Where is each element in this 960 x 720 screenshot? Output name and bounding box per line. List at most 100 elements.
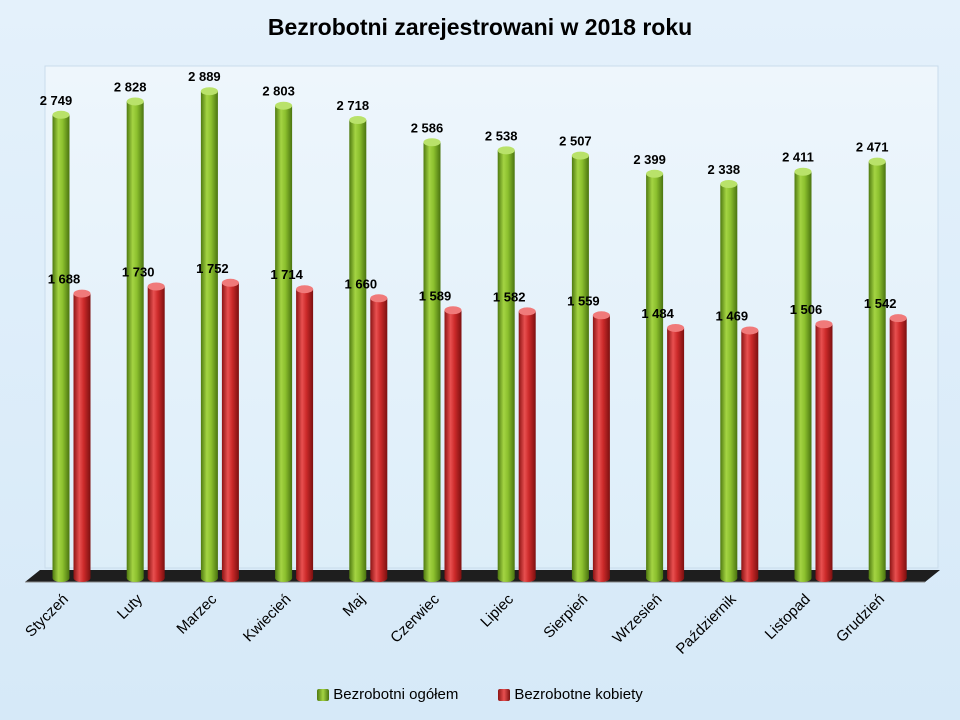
bar-bottom-cap	[126, 574, 144, 582]
bar-top-cap	[275, 101, 293, 110]
data-label-total-11: 2 471	[856, 140, 889, 155]
data-label-total-4: 2 718	[337, 98, 370, 113]
data-label-women-0: 1 688	[48, 272, 81, 287]
bar-body	[794, 171, 812, 578]
bar-bottom-cap	[444, 574, 462, 582]
bar-women-1	[147, 282, 165, 582]
legend-label-series-1: Bezrobotni ogółem	[333, 686, 459, 703]
data-label-women-8: 1 484	[641, 306, 674, 321]
x-tick-label-4: Maj	[340, 591, 369, 620]
bar-total-8	[646, 169, 664, 582]
bar-total-11	[868, 157, 886, 582]
data-label-total-0: 2 749	[40, 93, 73, 108]
bar-bottom-cap	[667, 574, 685, 582]
bar-total-2	[200, 87, 218, 582]
legend-item-series-1: Bezrobotni ogółem	[317, 686, 458, 703]
bar-body	[444, 310, 462, 578]
bar-bottom-cap	[349, 574, 367, 582]
x-tick-label-1: Luty	[114, 590, 146, 622]
bar-top-cap	[667, 323, 685, 332]
bar-top-cap	[73, 289, 91, 298]
bar-bottom-cap	[52, 574, 70, 582]
data-label-total-6: 2 538	[485, 128, 518, 143]
bar-total-0	[52, 110, 70, 582]
bar-bottom-cap	[370, 574, 388, 582]
data-label-women-7: 1 559	[567, 293, 600, 308]
bar-top-cap	[646, 169, 664, 178]
bar-top-cap	[370, 294, 388, 303]
bar-bottom-cap	[889, 574, 907, 582]
legend-swatch-series-1	[317, 688, 330, 701]
bar-body	[296, 289, 314, 578]
bar-top-cap	[444, 306, 462, 315]
x-tick-label-8: Wrzesień	[609, 591, 665, 647]
x-tick-label-6: Lipiec	[477, 590, 517, 630]
bar-body	[147, 286, 165, 578]
x-tick-label-3: Kwiecień	[240, 591, 294, 645]
bar-total-10	[794, 167, 812, 582]
bar-body	[221, 282, 239, 578]
bar-total-7	[571, 151, 589, 582]
bar-bottom-cap	[73, 574, 91, 582]
bar-top-cap	[592, 311, 610, 320]
data-label-total-3: 2 803	[262, 84, 295, 99]
bar-bottom-cap	[571, 574, 589, 582]
bar-total-1	[126, 97, 144, 582]
bar-body	[815, 324, 833, 578]
back-wall	[44, 65, 939, 569]
data-label-women-9: 1 469	[716, 308, 749, 323]
data-label-total-1: 2 828	[114, 79, 147, 94]
data-label-total-5: 2 586	[411, 120, 444, 135]
data-label-women-10: 1 506	[790, 302, 823, 317]
bar-total-3	[275, 101, 293, 582]
bar-top-cap	[126, 97, 144, 106]
data-label-total-2: 2 889	[188, 69, 221, 84]
bar-bottom-cap	[147, 574, 165, 582]
bar-top-cap	[720, 180, 738, 189]
data-label-women-11: 1 542	[864, 296, 897, 311]
bar-top-cap	[815, 320, 833, 329]
data-label-total-9: 2 338	[708, 162, 741, 177]
bar-top-cap	[868, 157, 886, 166]
bar-body	[497, 150, 515, 579]
bar-body	[646, 173, 664, 578]
legend-swatch-series-2	[498, 688, 511, 701]
bar-bottom-cap	[296, 574, 314, 582]
bar-top-cap	[147, 282, 165, 291]
chart-title: Bezrobotni zarejestrowani w 2018 roku	[267, 14, 693, 40]
bar-bottom-cap	[423, 574, 441, 582]
bar-women-9	[741, 326, 759, 582]
bar-top-cap	[571, 151, 589, 160]
bar-bottom-cap	[720, 574, 738, 582]
bar-women-2	[221, 278, 239, 582]
bar-top-cap	[889, 314, 907, 323]
data-label-total-10: 2 411	[782, 150, 814, 165]
bar-women-8	[667, 323, 685, 582]
bar-total-4	[349, 116, 367, 582]
bar-women-5	[444, 306, 462, 582]
bar-bottom-cap	[221, 574, 239, 582]
bar-bottom-cap	[741, 574, 759, 582]
bar-women-6	[518, 307, 536, 582]
legend-label-series-2: Bezrobotne kobiety	[514, 686, 643, 703]
bar-body	[667, 327, 685, 578]
bar-bottom-cap	[815, 574, 833, 582]
bar-body	[868, 161, 886, 578]
data-label-women-6: 1 582	[493, 289, 526, 304]
bar-top-cap	[52, 110, 70, 119]
data-label-women-3: 1 714	[270, 267, 303, 282]
value-labels-group: 2 749 1 688 2 828 1 730 2 889 1 752 2 803 1 714…	[40, 69, 897, 323]
bar-bottom-cap	[592, 574, 610, 582]
data-label-total-7: 2 507	[559, 134, 592, 149]
bar-women-11	[889, 314, 907, 582]
legend: Bezrobotni ogółem Bezrobotne kobiety	[0, 686, 960, 703]
bar-top-cap	[518, 307, 536, 316]
bar-bottom-cap	[868, 574, 886, 582]
x-tick-label-5: Czerwiec	[387, 590, 443, 646]
bar-women-10	[815, 320, 833, 582]
bar-bottom-cap	[794, 574, 812, 582]
bar-bottom-cap	[646, 574, 664, 582]
data-label-total-8: 2 399	[633, 152, 666, 167]
bar-top-cap	[741, 326, 759, 335]
